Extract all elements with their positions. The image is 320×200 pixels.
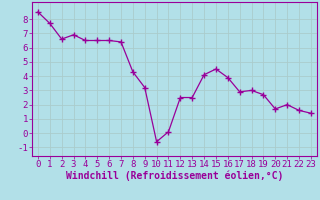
X-axis label: Windchill (Refroidissement éolien,°C): Windchill (Refroidissement éolien,°C) xyxy=(66,171,283,181)
